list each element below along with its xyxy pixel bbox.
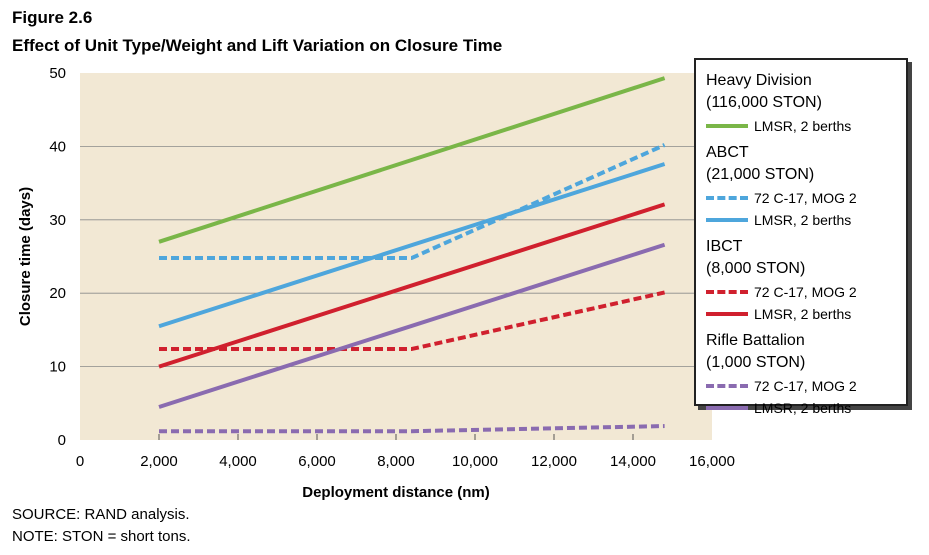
legend-label: LMSR, 2 berths bbox=[754, 400, 852, 416]
x-tick-label: 2,000 bbox=[140, 453, 178, 470]
legend-group-title: ABCT bbox=[706, 144, 749, 161]
y-axis-label: Closure time (days) bbox=[17, 187, 34, 326]
figure-number: Figure 2.6 bbox=[12, 8, 93, 27]
legend-group-subtitle: (21,000 STON) bbox=[706, 166, 815, 183]
legend-group-title: IBCT bbox=[706, 238, 743, 255]
y-tick-label: 50 bbox=[49, 65, 66, 82]
legend-label: LMSR, 2 berths bbox=[754, 212, 852, 228]
x-tick-label: 10,000 bbox=[452, 453, 498, 470]
x-tick-label: 16,000 bbox=[689, 453, 735, 470]
legend-swatch bbox=[706, 196, 748, 200]
legend-swatch bbox=[706, 218, 748, 222]
x-tick-label: 0 bbox=[76, 453, 84, 470]
series-line-dashed bbox=[159, 143, 666, 260]
legend-label: LMSR, 2 berths bbox=[754, 306, 852, 322]
series-line bbox=[158, 242, 666, 409]
x-axis-label: Deployment distance (nm) bbox=[302, 484, 490, 501]
series-line-dashed bbox=[159, 290, 666, 351]
footnote: NOTE: STON = short tons. bbox=[12, 528, 191, 545]
source-note: SOURCE: RAND analysis. bbox=[12, 506, 190, 523]
legend-entry: 72 C-17, MOG 2 bbox=[706, 376, 857, 396]
legend: Heavy Division (116,000 STON) LMSR, 2 bert… bbox=[694, 58, 908, 416]
y-axis-ticks: 0 10 20 30 40 50 bbox=[49, 65, 66, 449]
legend-entry: LMSR, 2 berths bbox=[706, 398, 851, 418]
y-tick-label: 40 bbox=[49, 138, 66, 155]
x-axis-ticks: 0 2,000 4,000 6,000 8,000 10,000 12,000 14,000 1… bbox=[76, 434, 735, 470]
legend-entry: 72 C-17, MOG 2 bbox=[706, 188, 857, 208]
legend-swatch bbox=[706, 290, 748, 294]
legend-entry: LMSR, 2 berths bbox=[706, 304, 851, 324]
x-tick-label: 8,000 bbox=[377, 453, 415, 470]
series-lines bbox=[158, 76, 666, 434]
x-tick-label: 14,000 bbox=[610, 453, 656, 470]
y-tick-label: 10 bbox=[49, 359, 66, 376]
legend-swatch bbox=[706, 312, 748, 316]
legend-swatch bbox=[706, 384, 748, 388]
figure-title: Effect of Unit Type/Weight and Lift Vari… bbox=[12, 36, 503, 55]
series-line-dashed bbox=[159, 424, 665, 434]
legend-entry: LMSR, 2 berths bbox=[706, 116, 851, 136]
legend-label: 72 C-17, MOG 2 bbox=[754, 284, 857, 300]
legend-label: 72 C-17, MOG 2 bbox=[754, 190, 857, 206]
legend-group-subtitle: (1,000 STON) bbox=[706, 354, 806, 371]
legend-group-title: Rifle Battalion bbox=[706, 332, 805, 349]
x-tick-label: 6,000 bbox=[298, 453, 336, 470]
y-tick-label: 20 bbox=[49, 285, 66, 302]
y-tick-label: 30 bbox=[49, 212, 66, 229]
legend-swatch bbox=[706, 406, 748, 410]
series-line bbox=[158, 76, 666, 244]
series-line bbox=[158, 202, 666, 369]
legend-label: LMSR, 2 berths bbox=[754, 118, 852, 134]
legend-entry: LMSR, 2 berths bbox=[706, 210, 851, 230]
series-line bbox=[158, 162, 666, 329]
y-tick-label: 0 bbox=[58, 432, 66, 449]
legend-label: 72 C-17, MOG 2 bbox=[754, 378, 857, 394]
x-tick-label: 4,000 bbox=[219, 453, 257, 470]
legend-group-title: Heavy Division bbox=[706, 72, 812, 89]
x-tick-label: 12,000 bbox=[531, 453, 577, 470]
legend-swatch bbox=[706, 124, 748, 128]
legend-group-subtitle: (8,000 STON) bbox=[706, 260, 806, 277]
legend-entry: 72 C-17, MOG 2 bbox=[706, 282, 857, 302]
legend-group-subtitle: (116,000 STON) bbox=[706, 94, 822, 111]
grid-lines bbox=[80, 145, 712, 368]
